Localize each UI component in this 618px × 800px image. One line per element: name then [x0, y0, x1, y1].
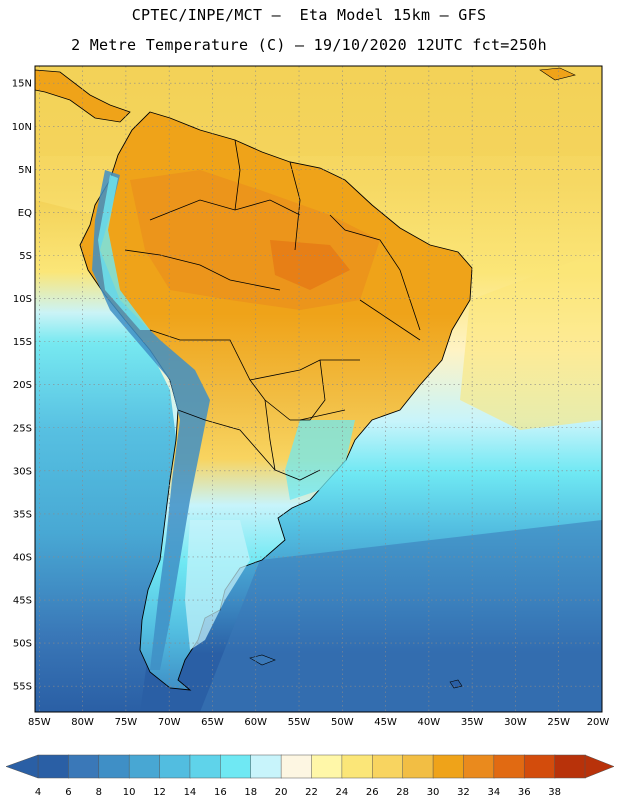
caribbean-island [539, 67, 576, 81]
lat-label: 50S [13, 639, 32, 650]
colorbar-tick-label: 16 [214, 787, 227, 798]
lon-label: 50W [331, 717, 354, 728]
lat-label: 10S [13, 294, 32, 305]
andes-north-strip [98, 175, 150, 330]
colorbar-high-arrow [584, 754, 615, 779]
lon-label: 80W [71, 717, 94, 728]
colorbar-cell [220, 754, 252, 779]
south-atlantic-cold [200, 520, 602, 712]
colorbar-cell [280, 754, 313, 779]
colorbar-tick-label: 10 [123, 787, 136, 798]
lon-label: 20W [587, 717, 610, 728]
andes-cold-strip [92, 170, 210, 670]
south-brazil-cool [285, 420, 355, 500]
colorbar-tick-label: 22 [305, 787, 318, 798]
colorbar-cell [523, 754, 556, 779]
chart-title-line-2: 2 Metre Temperature (C) – 19/10/2020 12U… [71, 36, 547, 54]
patagonia-field [185, 520, 250, 650]
lon-label: 40W [418, 717, 441, 728]
lat-label: 30S [13, 466, 32, 477]
colorbar-low-arrow [5, 754, 39, 779]
lon-label: 30W [504, 717, 527, 728]
lat-label: 10N [12, 122, 32, 133]
colorbar-cell [402, 754, 434, 779]
lat-label: 25S [13, 423, 32, 434]
colorbar-tick-label: 6 [65, 787, 71, 798]
colorbar-cell [250, 754, 282, 779]
hottest-spot [270, 240, 350, 290]
colorbar-tick-label: 4 [35, 787, 41, 798]
lon-label: 60W [244, 717, 267, 728]
colorbar-tick-label: 38 [548, 787, 561, 798]
lon-label: 55W [288, 717, 311, 728]
lat-label: 45S [13, 596, 32, 607]
colorbar-cell [432, 754, 465, 779]
lat-label: 5S [19, 251, 32, 262]
colorbar-cell [37, 754, 70, 779]
colorbar-cell [98, 754, 130, 779]
lon-label: 35W [461, 717, 484, 728]
atlantic-warm-tongue [460, 250, 602, 430]
colorbar-tick-label: 32 [457, 787, 470, 798]
latitude-labels: 15N 10N 5N EQ 5S 10S 15S 20S 25S 30S 35S 40S 45S 50S 5… [12, 79, 32, 693]
colorbar-cell [311, 754, 343, 779]
lon-label: 75W [115, 717, 138, 728]
lat-label: 20S [13, 380, 32, 391]
lon-label: 70W [158, 717, 181, 728]
colorbar-tick-label: 14 [184, 787, 197, 798]
colorbar-tick-label: 28 [396, 787, 409, 798]
lat-label: 5N [18, 165, 32, 176]
colorbar-cell [189, 754, 222, 779]
colorbar-tick-label: 24 [336, 787, 349, 798]
lon-label: 45W [374, 717, 397, 728]
colorbar-cell [128, 754, 161, 779]
colorbar-tick-label: 8 [96, 787, 102, 798]
map-gridlines [35, 66, 603, 712]
lat-label: 15S [13, 337, 32, 348]
colorbar-tick-label: 34 [487, 787, 500, 798]
lon-label: 25W [547, 717, 570, 728]
lat-label: 55S [13, 682, 32, 693]
colorbar-tick-label: 18 [244, 787, 257, 798]
colorbar-cells [37, 754, 586, 779]
lat-label: 35S [13, 509, 32, 520]
colorbar-tick-label: 36 [518, 787, 531, 798]
colorbar-cell [159, 754, 191, 779]
colorbar-cell [493, 754, 525, 779]
colorbar-cell [463, 754, 495, 779]
pacific-ocean-field [35, 200, 180, 712]
colorbar-cell [554, 754, 586, 779]
falkland-islands [249, 654, 276, 666]
colorbar-cell [68, 754, 100, 779]
colorbar-tick-labels: 4 6 8 10 12 14 16 18 20 22 24 26 28 30 32 34 36 38 [35, 787, 561, 798]
colorbar-cell [341, 754, 374, 779]
colorbar-cell [372, 754, 404, 779]
lon-label: 85W [28, 717, 51, 728]
lat-label: 15N [12, 79, 32, 90]
colorbar-tick-label: 12 [153, 787, 166, 798]
colorbar-tick-label: 30 [427, 787, 440, 798]
longitude-labels: 85W 80W 75W 70W 65W 60W 55W 50W 45W 40W 35W 30W 25W 2… [28, 717, 609, 728]
country-borders [124, 139, 421, 481]
lat-label: EQ [18, 208, 32, 219]
colorbar-tick-label: 20 [275, 787, 288, 798]
colorbar-tick-label: 26 [366, 787, 379, 798]
lon-label: 65W [201, 717, 224, 728]
map-field [35, 66, 602, 712]
map-border [34, 65, 603, 713]
lat-label: 40S [13, 552, 32, 563]
chart-title-line-1: CPTEC/INPE/MCT – Eta Model 15km – GFS [131, 6, 487, 24]
